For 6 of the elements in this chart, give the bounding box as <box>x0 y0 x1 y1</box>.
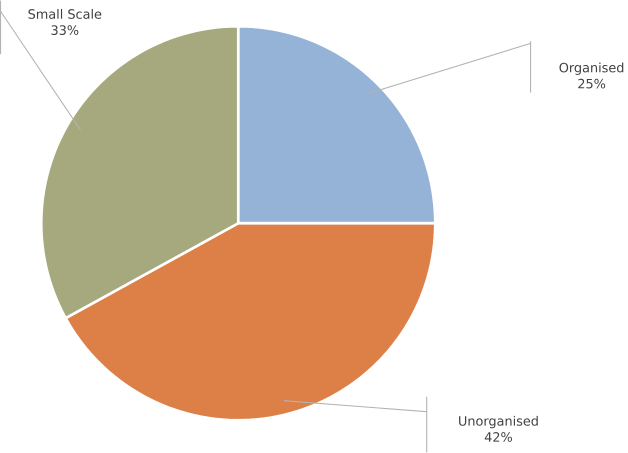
slice-label: Organised <box>559 62 624 75</box>
data-label: 25% <box>578 78 606 89</box>
data-label: 42% <box>484 432 512 442</box>
slice-label: Unorganised <box>459 416 538 428</box>
slice-label: Small Scale <box>28 8 102 19</box>
data-label: 33% <box>51 25 78 35</box>
